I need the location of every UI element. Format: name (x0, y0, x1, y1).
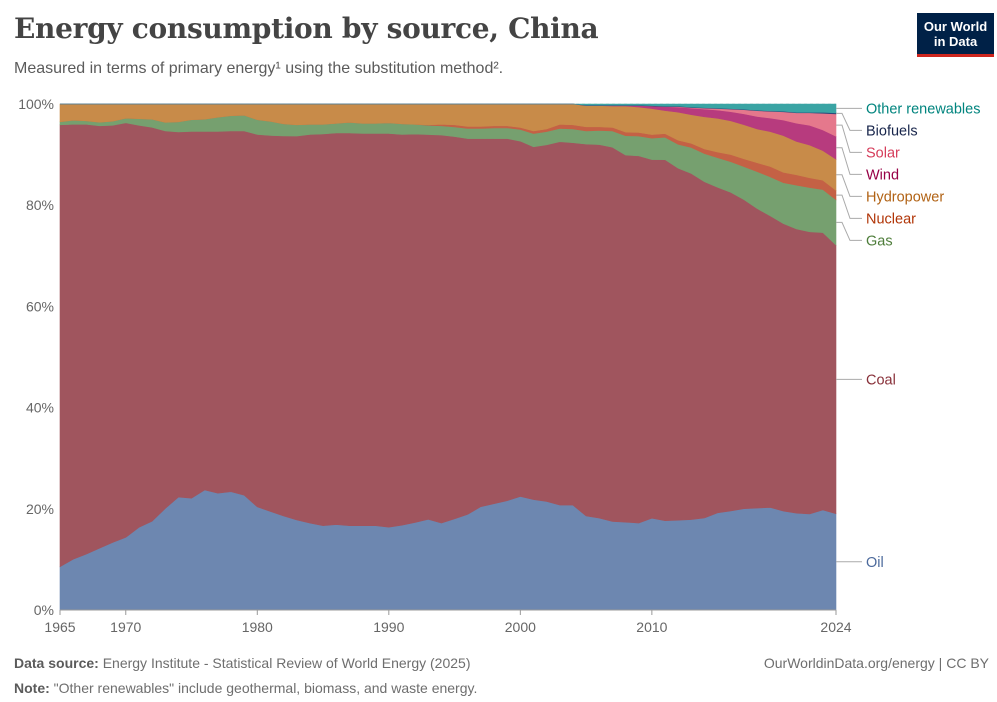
y-tick-label: 100% (18, 96, 54, 112)
y-tick-label: 80% (26, 197, 54, 213)
label-connector (836, 221, 862, 241)
note-text: "Other renewables" include geothermal, b… (49, 680, 478, 696)
label-connector (836, 147, 862, 175)
series-label-solar[interactable]: Solar (866, 145, 900, 161)
x-tick-label: 2024 (820, 619, 851, 635)
y-tick-label: 40% (26, 400, 54, 416)
series-label-biofuels[interactable]: Biofuels (866, 123, 918, 139)
x-tick-label: 1965 (44, 619, 75, 635)
logo-line-2: in Data (933, 34, 978, 49)
label-connector (836, 194, 862, 219)
label-connector (836, 112, 862, 131)
y-tick-label: 0% (34, 602, 54, 618)
series-labels[interactable]: Other renewables Biofuels Solar Wind Hydropo… (836, 101, 980, 571)
data-source: Data source: Energy Institute - Statisti… (14, 655, 471, 671)
chart-note: Note: "Other renewables" include geother… (14, 680, 477, 696)
note-label: Note: (14, 680, 50, 696)
series-label-gas[interactable]: Gas (866, 233, 893, 249)
credit-link[interactable]: OurWorldinData.org/energy | CC BY (763, 655, 989, 671)
series-label-coal[interactable]: Coal (866, 372, 896, 388)
x-tick-label: 1990 (373, 619, 404, 635)
logo-line-1: Our World (923, 19, 988, 34)
series-label-wind[interactable]: Wind (866, 167, 899, 183)
owid-logo[interactable]: Our World in Data (917, 13, 994, 57)
x-tick-label: 2000 (505, 619, 536, 635)
x-tick-label: 1980 (242, 619, 273, 635)
series-label-nuclear[interactable]: Nuclear (866, 211, 916, 227)
label-connector (836, 124, 862, 153)
label-connector (836, 174, 862, 197)
series-label-other-renewables[interactable]: Other renewables (866, 101, 980, 117)
data-source-label: Data source: (14, 655, 99, 671)
series-label-oil[interactable]: Oil (866, 555, 884, 571)
chart-title: Energy consumption by source, China (14, 12, 599, 45)
y-tick-label: 20% (26, 501, 54, 517)
x-tick-label: 1970 (110, 619, 141, 635)
series-label-hydropower[interactable]: Hydropower (866, 189, 944, 205)
x-tick-label: 2010 (636, 619, 667, 635)
y-tick-label: 60% (26, 298, 54, 314)
area-series[interactable] (59, 103, 837, 611)
axes: 0% 20% 40% 60% 80% 100% 1965 1970 1980 1990 2000 20… (18, 96, 852, 635)
chart-subtitle: Measured in terms of primary energy¹ usi… (14, 60, 504, 77)
data-source-text[interactable]: Energy Institute - Statistical Review of… (98, 655, 471, 671)
